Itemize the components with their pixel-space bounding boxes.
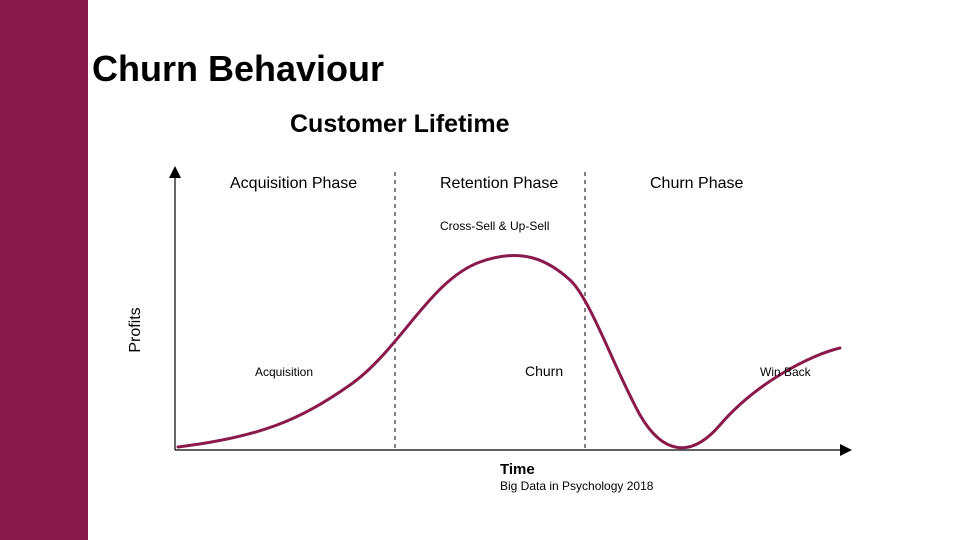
chart-svg: Profits TimeBig Data in Psychology 2018 Ac… <box>120 160 860 500</box>
y-axis-label: Profits <box>127 307 144 352</box>
annotation-1: Acquisition <box>255 365 313 379</box>
page-title: Churn Behaviour <box>92 48 384 90</box>
x-axis-label: Time <box>500 461 535 478</box>
phase-label-1: Retention Phase <box>440 175 558 192</box>
churn-chart: ProfitsTimeBig Data in Psychology 2018Ac… <box>120 160 860 470</box>
footer-text: Big Data in Psychology 2018 <box>500 479 654 493</box>
phase-label-2: Churn Phase <box>650 175 743 192</box>
phase-label-0: Acquisition Phase <box>230 175 357 192</box>
annotation-3: Win Back <box>760 365 812 379</box>
annotation-0: Cross-Sell & Up-Sell <box>440 219 549 233</box>
page-subtitle: Customer Lifetime <box>290 110 509 139</box>
annotation-2: Churn <box>525 363 563 379</box>
left-sidebar <box>0 0 88 540</box>
